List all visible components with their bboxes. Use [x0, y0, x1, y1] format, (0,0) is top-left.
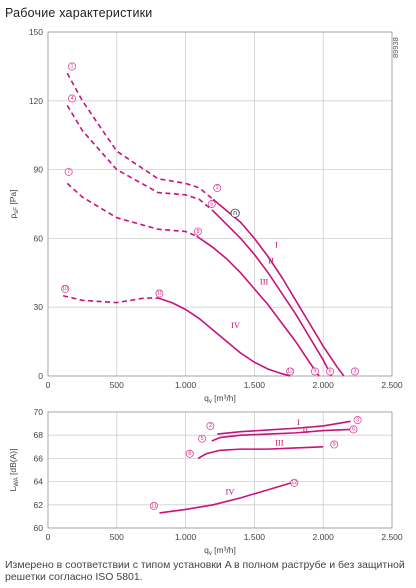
point-marker-n: [230, 208, 240, 218]
point-marker-label: 8: [196, 229, 199, 235]
curve-label-IV: IV: [231, 320, 241, 330]
x-axis-label: qv [m³/h]: [204, 545, 236, 557]
x-tick-label: 1.500: [244, 380, 266, 390]
point-marker-3: [353, 416, 362, 425]
point-marker-12: [286, 367, 295, 376]
point-marker-label: 3: [356, 417, 359, 423]
series-IV-line: [157, 297, 291, 377]
point-marker-label: 7: [67, 169, 70, 175]
series-II-dashed-line: [66, 104, 214, 212]
y-tick-label: 120: [29, 96, 43, 106]
chart-panel-1: 0 500 1.000 1.500 2.000 2.500 0 30 60 90 120 150 qv …: [8, 27, 403, 405]
point-marker-label: 5: [201, 436, 204, 442]
x-tick-label: 0: [46, 532, 51, 542]
point-marker-label: 10: [62, 286, 68, 292]
point-marker-12: [290, 478, 299, 487]
point-marker-label: 6: [329, 369, 332, 375]
series-I-line: [217, 420, 351, 435]
series-III-line: [197, 446, 324, 460]
y-axis-label: psF [Pa]: [8, 190, 20, 219]
x-tick-label: 2.500: [381, 532, 403, 542]
page-title: Рабочие характеристики: [5, 6, 153, 20]
curve-label-I: I: [297, 417, 300, 427]
y-tick-label: 60: [34, 523, 44, 533]
y-tick-label: 70: [34, 407, 44, 417]
point-marker-10: [61, 284, 70, 293]
point-marker-5: [198, 434, 207, 443]
y-tick-label: 90: [34, 165, 44, 175]
x-tick-label: 2.000: [313, 532, 335, 542]
curve-label-III: III: [275, 438, 284, 448]
x-tick-label: 1.000: [175, 532, 197, 542]
point-marker-label: 6: [352, 427, 355, 433]
point-marker-label: n: [233, 210, 237, 217]
point-marker-label: 11: [151, 503, 157, 509]
point-marker-label: 12: [291, 480, 297, 486]
plot-frame: [47, 411, 393, 529]
y-tick-label: 64: [34, 477, 44, 487]
x-tick-label: 500: [110, 380, 124, 390]
point-marker-label: 2: [216, 185, 219, 191]
series-II-line: [211, 428, 351, 442]
x-tick-label: 2.000: [313, 380, 335, 390]
y-axis-label: LWA [dB(A)]: [8, 449, 20, 492]
x-tick-label: 500: [110, 532, 124, 542]
series-IV-dashed-line: [62, 294, 159, 304]
point-marker-1: [68, 62, 77, 71]
series-I-dashed-line: [66, 72, 214, 201]
point-marker-8: [194, 227, 202, 236]
point-marker-4: [68, 94, 77, 103]
point-marker-8: [185, 449, 194, 458]
point-marker-6: [349, 425, 358, 434]
point-marker-label: 12: [287, 369, 293, 375]
point-marker-2: [206, 421, 215, 430]
y-tick-label: 62: [34, 500, 44, 510]
reference-code: 89938: [391, 37, 400, 58]
point-marker-label: 9: [333, 442, 336, 448]
point-marker-2: [213, 183, 222, 192]
series-III-line: [196, 235, 320, 377]
x-tick-label: 0: [46, 380, 51, 390]
point-marker-label: 8: [188, 451, 191, 457]
point-marker-11: [150, 502, 158, 510]
x-tick-label: 1.500: [244, 532, 266, 542]
point-marker-label: 9: [313, 369, 316, 375]
point-marker-11: [155, 289, 164, 298]
plot-frame: [47, 31, 393, 377]
point-marker-label: 2: [209, 423, 212, 429]
point-marker-label: 4: [71, 96, 74, 102]
point-marker-9: [330, 440, 339, 449]
y-tick-label: 150: [29, 27, 43, 37]
point-marker-3: [350, 367, 359, 376]
point-marker-label: 1: [71, 64, 74, 70]
point-marker-7: [64, 167, 73, 176]
curve-label-IV: IV: [226, 486, 236, 496]
point-marker-5: [207, 200, 216, 208]
x-tick-label: 1.000: [175, 380, 197, 390]
point-marker-6: [326, 367, 335, 376]
x-axis-label: qv [m³/h]: [204, 393, 236, 405]
point-marker-label: 11: [157, 291, 163, 297]
y-tick-label: 68: [34, 430, 44, 440]
curve-label-III: III: [260, 276, 269, 286]
series-II-line: [212, 210, 333, 377]
point-marker-label: 3: [353, 369, 356, 375]
point-marker-label: 5: [210, 201, 213, 207]
y-tick-label: 66: [34, 453, 44, 463]
y-tick-label: 60: [34, 233, 44, 243]
series-IV-line: [159, 481, 292, 514]
curve-label-II: II: [303, 425, 309, 435]
measurement-note: Измерено в соответствии с типом установк…: [5, 559, 405, 583]
curve-label-I: I: [275, 240, 278, 250]
series-III-dashed-line: [66, 182, 197, 237]
curve-label-II: II: [268, 256, 274, 266]
series-I-line: [212, 198, 345, 377]
y-tick-label: 30: [34, 302, 44, 312]
point-marker-9: [310, 367, 319, 376]
y-tick-label: 0: [38, 371, 43, 381]
x-tick-label: 2.500: [381, 380, 403, 390]
